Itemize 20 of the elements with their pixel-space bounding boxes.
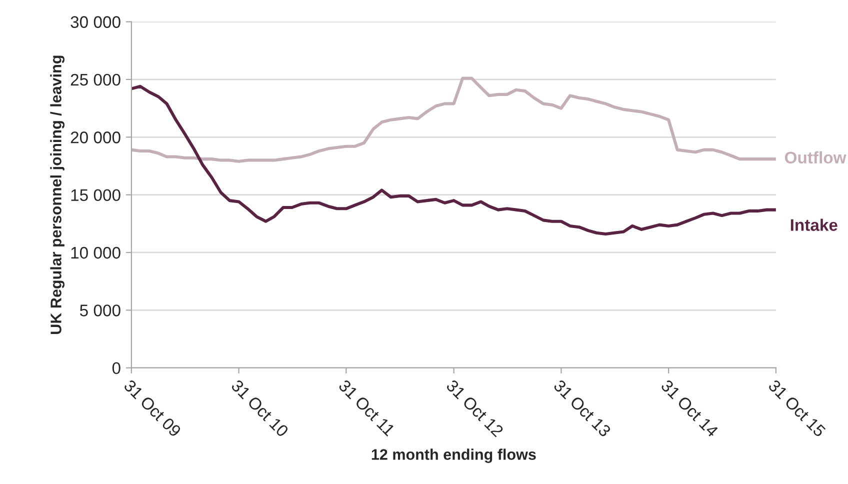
y-tick-label: 30 000 xyxy=(70,16,120,28)
y-axis-title: UK Regular personnel joining / leaving xyxy=(50,56,64,334)
y-tick-label: 10 000 xyxy=(71,246,120,259)
x-tick-label: 31 Oct 09 xyxy=(123,379,182,438)
x-tick-label: 31 Oct 15 xyxy=(768,379,826,438)
y-tick-label: 20 000 xyxy=(70,132,120,144)
x-tick-label: 31 Oct 13 xyxy=(552,379,612,438)
x-tick-label: 31 Oct 10 xyxy=(230,379,290,438)
y-tick-label: 5 000 xyxy=(80,304,120,316)
x-tick-label: 31 Oct 14 xyxy=(660,379,719,438)
y-tick-label: 25 000 xyxy=(70,74,120,86)
series-label: Outflow xyxy=(784,151,846,164)
x-axis-title: 12 month ending flows xyxy=(372,448,536,463)
y-tick-label: 0 xyxy=(112,362,120,374)
y-tick-label: 15 000 xyxy=(71,189,120,202)
line-series xyxy=(131,76,776,163)
x-tick-label: 31 Oct 11 xyxy=(338,379,396,437)
x-tick-label: 31 Oct 12 xyxy=(446,379,504,438)
line-series xyxy=(131,84,776,236)
series-label: Intake xyxy=(790,218,838,231)
